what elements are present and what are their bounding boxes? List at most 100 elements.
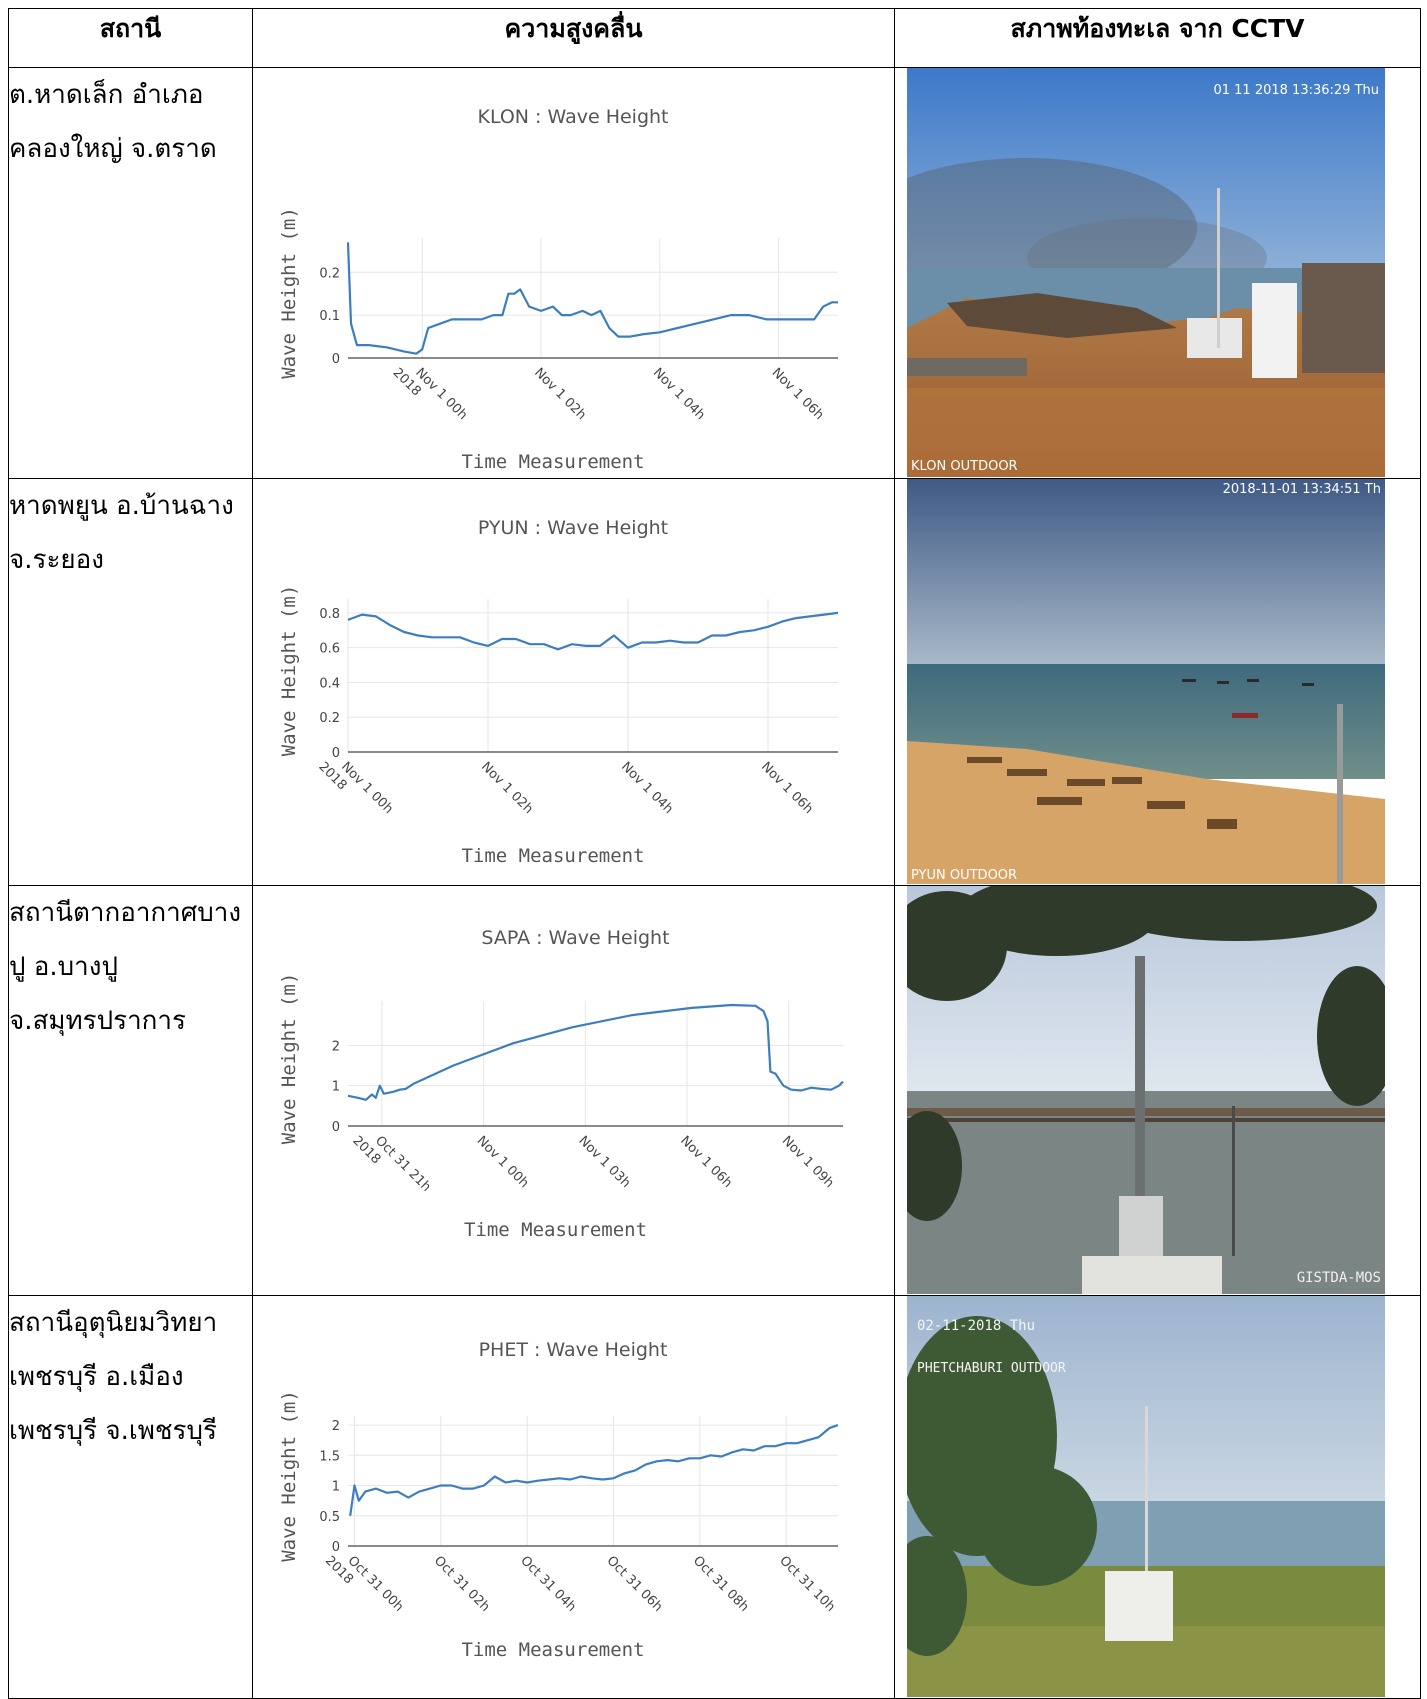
x-axis-title: Time Measurement bbox=[461, 451, 644, 473]
cctv-image: 02-11-2018 Thu PHETCHABURI OUTDOOR bbox=[907, 1296, 1385, 1697]
station-name-line: สถานีตากอากาศบาง bbox=[9, 898, 242, 928]
header-wave-height: ความสูงคลื่น bbox=[252, 8, 895, 68]
chart-title: PYUN : Wave Height bbox=[478, 517, 668, 539]
cctv-image: GISTDA-MOS bbox=[907, 886, 1385, 1294]
cctv-timestamp: 01 11 2018 13:36:29 Thu bbox=[1213, 83, 1379, 98]
y-tick-label: 1.5 bbox=[319, 1449, 340, 1464]
station-name-line: คลองใหญ่ จ.ตราด bbox=[9, 134, 217, 164]
series-line bbox=[347, 1003, 844, 1101]
x-tick-text: Oct 31 10h bbox=[776, 1553, 838, 1615]
x-tick-text: Nov 1 02h bbox=[531, 365, 589, 423]
station-name-cell: หาดพยูน อ.บ้านฉาง จ.ระยอง bbox=[8, 478, 253, 886]
station-name-line: เพชรบุรี จ.เพชรบุรี bbox=[9, 1416, 217, 1446]
y-tick-label: 0.6 bbox=[319, 642, 340, 657]
y-axis-title: Wave Height (m) bbox=[278, 207, 300, 379]
station-name-cell: สถานีอุตุนิยมวิทยา เพชรบุรี อ.เมือง เพชร… bbox=[8, 1295, 253, 1699]
x-tick-text: Nov 1 00h bbox=[338, 759, 396, 817]
x-tick-text: Oct 31 06h bbox=[604, 1553, 666, 1615]
cctv-timestamp: 2018-11-01 13:34:51 Th bbox=[1223, 482, 1381, 497]
x-tick-label: Nov 1 02h bbox=[478, 759, 536, 817]
y-tick-label: 0.2 bbox=[319, 266, 340, 281]
wave-height-chart: PHET : Wave Height 0 0.5 1 1.5 2 Oct 31 00h201… bbox=[278, 1339, 839, 1661]
cctv-camera-label: KLON OUTDOOR bbox=[911, 459, 1018, 474]
x-tick-text: Nov 1 09h bbox=[779, 1133, 837, 1191]
cctv-cell: 01 11 2018 13:36:29 Thu KLON OUTDOOR bbox=[894, 67, 1421, 479]
cctv-camera-label: GISTDA-MOS bbox=[1297, 1270, 1381, 1286]
y-tick-label: 0.1 bbox=[319, 309, 340, 324]
wave-chart-cell: SAPA : Wave Height 0 1 2 Oct 31 21h 2018 Nov 1… bbox=[252, 885, 895, 1296]
station-name-cell: ต.หาดเล็ก อำเภอ คลองใหญ่ จ.ตราด bbox=[8, 67, 253, 479]
y-tick-label: 0 bbox=[332, 352, 340, 367]
cctv-cell: 2018-11-01 13:34:51 Th PYUN OUTDOOR bbox=[894, 478, 1421, 886]
cctv-cell: GISTDA-MOS bbox=[894, 885, 1421, 1296]
header-cctv: สภาพท้องทะเล จาก CCTV bbox=[894, 8, 1421, 68]
x-tick-text: Oct 31 04h bbox=[517, 1553, 579, 1615]
x-tick-label: Nov 1 06h bbox=[677, 1133, 735, 1191]
x-tick-label: Nov 1 04h bbox=[650, 365, 708, 423]
y-tick-label: 2 bbox=[332, 1419, 340, 1434]
station-name-line: จ.ระยอง bbox=[9, 545, 104, 575]
x-tick-label: Oct 31 04h bbox=[517, 1553, 579, 1615]
y-tick-label: 1 bbox=[332, 1480, 340, 1495]
header-station: สถานี bbox=[8, 8, 253, 68]
x-tick-text: Oct 31 02h bbox=[431, 1553, 493, 1615]
x-tick-label: Oct 31 08h bbox=[690, 1553, 752, 1615]
x-tick-label: Oct 31 10h bbox=[776, 1553, 838, 1615]
cctv-cell: 02-11-2018 Thu PHETCHABURI OUTDOOR bbox=[894, 1295, 1421, 1699]
y-axis-title: Wave Height (m) bbox=[278, 973, 300, 1145]
x-tick-label: Nov 1 06h bbox=[758, 759, 816, 817]
series-line bbox=[346, 242, 838, 355]
cctv-image: 01 11 2018 13:36:29 Thu KLON OUTDOOR bbox=[907, 68, 1385, 477]
y-axis-title: Wave Height (m) bbox=[278, 1390, 300, 1562]
cctv-camera-label: PYUN OUTDOOR bbox=[911, 868, 1017, 883]
x-tick-label: Oct 31 06h bbox=[604, 1553, 666, 1615]
chart-title: KLON : Wave Height bbox=[477, 106, 668, 128]
x-tick-text: Nov 1 06h bbox=[677, 1133, 735, 1191]
chart-title: PHET : Wave Height bbox=[479, 1339, 668, 1361]
station-name-cell: สถานีตากอากาศบาง ปู อ.บางปู จ.สมุทรปรากา… bbox=[8, 885, 253, 1296]
cctv-photo-pyun: 2018-11-01 13:34:51 Th PYUN OUTDOOR bbox=[907, 479, 1385, 884]
cctv-camera-label: PHETCHABURI OUTDOOR bbox=[917, 1361, 1066, 1376]
x-tick-text: Nov 1 02h bbox=[478, 759, 536, 817]
y-tick-label: 2 bbox=[332, 1039, 340, 1054]
x-tick-label: Nov 1 00h bbox=[474, 1133, 532, 1191]
series-line bbox=[347, 611, 839, 651]
station-name-line: หาดพยูน อ.บ้านฉาง bbox=[9, 491, 234, 521]
cctv-photo-phet: 02-11-2018 Thu PHETCHABURI OUTDOOR bbox=[907, 1296, 1385, 1697]
x-axis-title: Time Measurement bbox=[464, 1219, 647, 1241]
y-tick-label: 0 bbox=[332, 746, 340, 761]
x-tick-label: Oct 31 02h bbox=[431, 1553, 493, 1615]
x-tick-text: Nov 1 00h bbox=[474, 1133, 532, 1191]
x-axis-title: Time Measurement bbox=[461, 1639, 644, 1661]
y-tick-label: 1 bbox=[332, 1080, 340, 1095]
cctv-photo-klon: 01 11 2018 13:36:29 Thu KLON OUTDOOR bbox=[907, 68, 1385, 477]
table-row: สถานีอุตุนิยมวิทยา เพชรบุรี อ.เมือง เพชร… bbox=[8, 1295, 1421, 1699]
x-tick-label: Nov 1 04h bbox=[618, 759, 676, 817]
x-tick-text: Nov 1 06h bbox=[769, 365, 827, 423]
cctv-timestamp: 02-11-2018 Thu bbox=[917, 1318, 1035, 1334]
station-name-line: ต.หาดเล็ก อำเภอ bbox=[9, 80, 204, 110]
table-row: ต.หาดเล็ก อำเภอ คลองใหญ่ จ.ตราด KLON : W… bbox=[8, 67, 1421, 479]
wave-chart-cell: PYUN : Wave Height 0 0.2 0.4 0.6 0.8 Nov 1 00h… bbox=[252, 478, 895, 886]
x-axis-title: Time Measurement bbox=[461, 845, 644, 867]
y-tick-label: 0.5 bbox=[319, 1510, 340, 1525]
cctv-photo-sapa: GISTDA-MOS bbox=[907, 886, 1385, 1294]
x-tick-text: Nov 1 00h bbox=[412, 365, 470, 423]
x-tick-label: Nov 1 02h bbox=[531, 365, 589, 423]
x-tick-text: Oct 31 21h bbox=[372, 1133, 434, 1195]
x-tick-label: Nov 1 03h bbox=[575, 1133, 633, 1191]
station-name-line: เพชรบุรี อ.เมือง bbox=[9, 1362, 184, 1392]
station-name-line: ปู อ.บางปู bbox=[9, 952, 118, 982]
y-tick-label: 0.4 bbox=[319, 676, 340, 691]
chart-title: SAPA : Wave Height bbox=[481, 927, 669, 949]
x-tick-label: Nov 1 09h bbox=[779, 1133, 837, 1191]
x-tick-text: Nov 1 03h bbox=[575, 1133, 633, 1191]
y-tick-label: 0 bbox=[332, 1120, 340, 1135]
y-tick-label: 0.8 bbox=[319, 607, 340, 622]
